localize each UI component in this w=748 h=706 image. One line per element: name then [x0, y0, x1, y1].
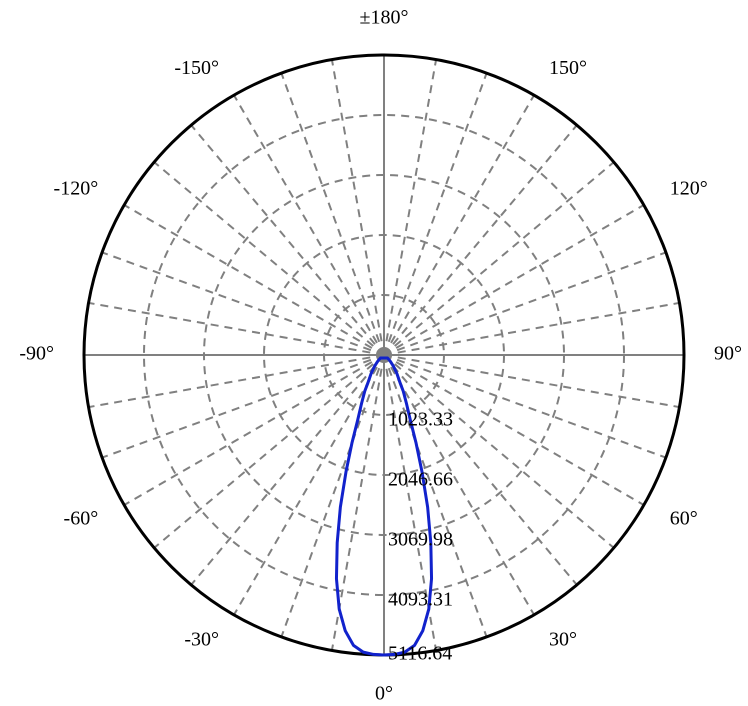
- angle-label: -120°: [54, 178, 99, 200]
- angle-label: 120°: [670, 178, 708, 200]
- angle-label: 30°: [549, 628, 577, 650]
- angle-label: -150°: [174, 57, 219, 79]
- angle-label: ±180°: [360, 7, 409, 29]
- polar-chart: ±180° -150° -120° -90° -60° -30° 0° 30° 60° 90° 12…: [0, 0, 748, 701]
- radial-label: 1023.33: [388, 409, 453, 431]
- chart-bg: [0, 0, 748, 701]
- angle-label: -90°: [19, 343, 54, 365]
- angle-label: 60°: [670, 508, 698, 530]
- angle-label: -30°: [184, 628, 219, 650]
- angle-label: 150°: [549, 57, 587, 79]
- angle-label: -60°: [64, 508, 99, 530]
- radial-label: 5116.64: [388, 643, 452, 665]
- radial-label: 2046.66: [388, 469, 453, 491]
- polar-svg: ±180° -150° -120° -90° -60° -30° 0° 30° 60° 90° 12…: [0, 0, 748, 701]
- angle-label: 0°: [375, 683, 393, 701]
- angle-label: 90°: [714, 343, 742, 365]
- radial-label: 4093.31: [388, 589, 453, 611]
- radial-label: 3069.98: [388, 529, 453, 551]
